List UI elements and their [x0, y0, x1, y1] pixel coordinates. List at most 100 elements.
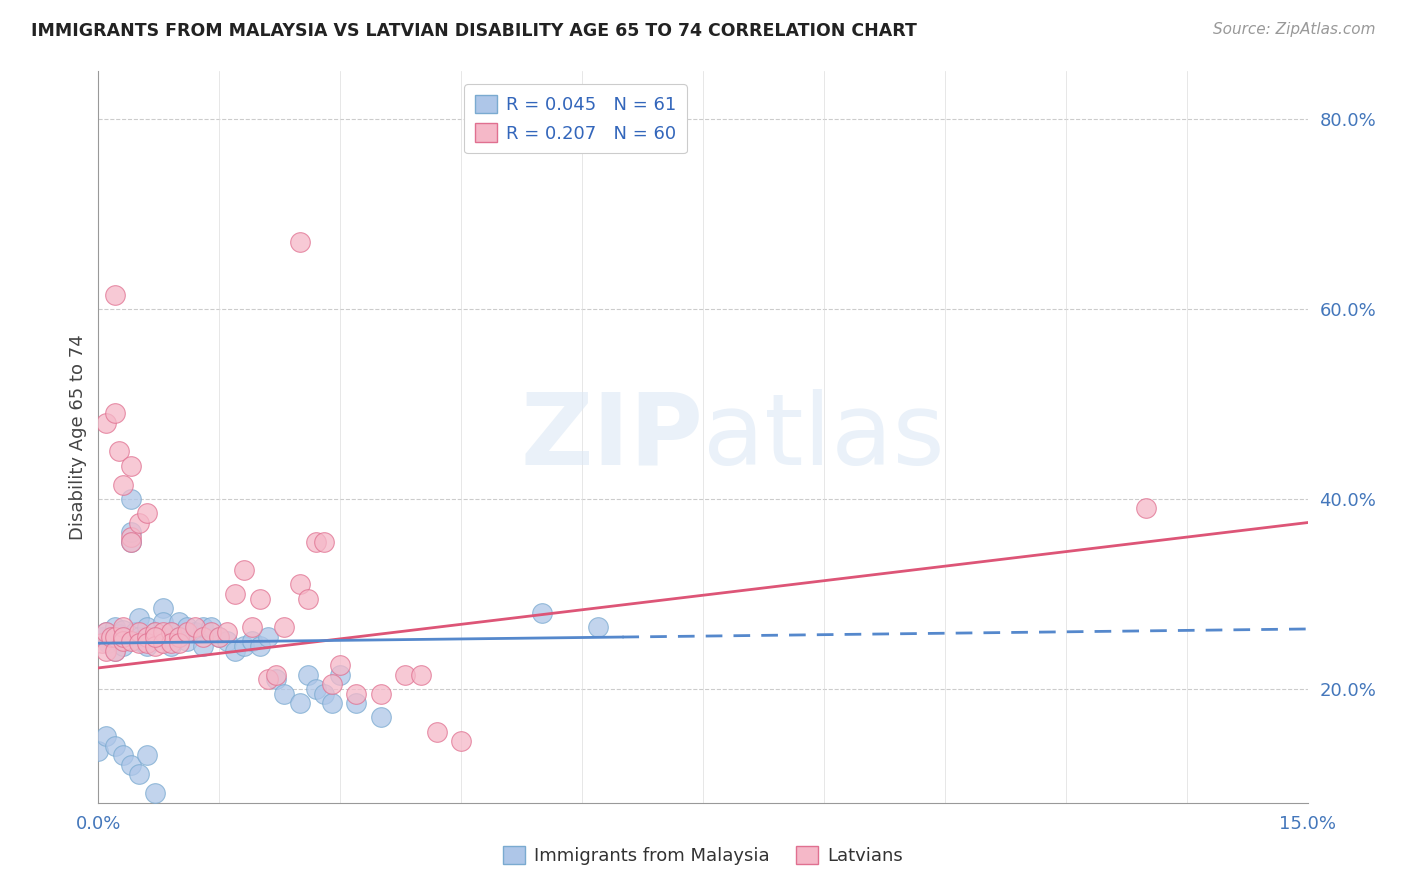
Point [96, 416, 118, 430]
Point [152, 636, 174, 650]
Point [297, 667, 319, 681]
Point [426, 724, 449, 739]
Point [321, 677, 343, 691]
Point [103, 287, 125, 301]
Text: ZIP: ZIP [520, 389, 703, 485]
Point [240, 634, 263, 648]
Text: IMMIGRANTS FROM MALAYSIA VS LATVIAN DISABILITY AGE 65 TO 74 CORRELATION CHART: IMMIGRANTS FROM MALAYSIA VS LATVIAN DISA… [31, 22, 917, 40]
Point [135, 748, 157, 763]
Point [256, 673, 278, 687]
Point [120, 757, 142, 772]
Point [135, 630, 157, 644]
Point [394, 667, 416, 681]
Point [273, 687, 295, 701]
Point [321, 696, 343, 710]
Point [409, 667, 432, 681]
Point [120, 530, 142, 544]
Point [91, 636, 114, 650]
Point [96, 624, 118, 639]
Point [103, 644, 125, 658]
Point [111, 630, 134, 644]
Point [288, 235, 311, 250]
Point [87, 743, 110, 757]
Point [128, 634, 150, 648]
Point [370, 710, 392, 724]
Point [152, 624, 174, 639]
Point [224, 587, 246, 601]
Point [96, 644, 118, 658]
Point [160, 624, 183, 639]
Point [111, 630, 134, 644]
Point [111, 748, 134, 763]
Point [120, 534, 142, 549]
Point [96, 729, 118, 743]
Point [111, 623, 134, 637]
Point [232, 639, 254, 653]
Legend: Immigrants from Malaysia, Latvians: Immigrants from Malaysia, Latvians [496, 838, 910, 872]
Point [297, 591, 319, 606]
Point [344, 696, 367, 710]
Point [135, 639, 157, 653]
Text: Source: ZipAtlas.com: Source: ZipAtlas.com [1212, 22, 1375, 37]
Point [256, 630, 278, 644]
Point [167, 630, 190, 644]
Point [329, 667, 352, 681]
Point [100, 630, 122, 644]
Point [135, 620, 157, 634]
Point [160, 624, 183, 639]
Point [167, 630, 190, 644]
Point [232, 563, 254, 577]
Point [314, 687, 336, 701]
Point [152, 630, 174, 644]
Point [128, 636, 150, 650]
Point [176, 634, 198, 648]
Point [135, 636, 157, 650]
Point [249, 639, 271, 653]
Point [240, 620, 263, 634]
Point [143, 786, 166, 800]
Point [1135, 501, 1157, 516]
Point [120, 634, 142, 648]
Point [217, 624, 239, 639]
Point [152, 615, 174, 630]
Point [314, 534, 336, 549]
Point [288, 577, 311, 591]
Point [184, 624, 207, 639]
Point [160, 636, 183, 650]
Point [224, 644, 246, 658]
Point [128, 767, 150, 781]
Point [128, 610, 150, 624]
Point [143, 624, 166, 639]
Legend: R = 0.045   N = 61, R = 0.207   N = 60: R = 0.045 N = 61, R = 0.207 N = 60 [464, 84, 686, 153]
Point [120, 524, 142, 539]
Point [200, 620, 222, 634]
Point [160, 639, 183, 653]
Point [167, 615, 190, 630]
Point [96, 624, 118, 639]
Point [530, 606, 553, 620]
Point [176, 620, 198, 634]
Point [152, 601, 174, 615]
Point [111, 634, 134, 648]
Point [193, 620, 215, 634]
Point [111, 639, 134, 653]
Point [103, 630, 125, 644]
Point [128, 630, 150, 644]
Point [305, 681, 328, 696]
Point [143, 630, 166, 644]
Point [124, 624, 146, 639]
Point [176, 624, 198, 639]
Point [103, 620, 125, 634]
Point [103, 644, 125, 658]
Point [91, 630, 114, 644]
Point [288, 696, 311, 710]
Point [586, 620, 609, 634]
Point [167, 636, 190, 650]
Point [264, 667, 287, 681]
Point [107, 444, 129, 458]
Point [217, 634, 239, 648]
Point [97, 636, 120, 650]
Point [450, 734, 472, 748]
Point [208, 630, 231, 644]
Text: atlas: atlas [703, 389, 945, 485]
